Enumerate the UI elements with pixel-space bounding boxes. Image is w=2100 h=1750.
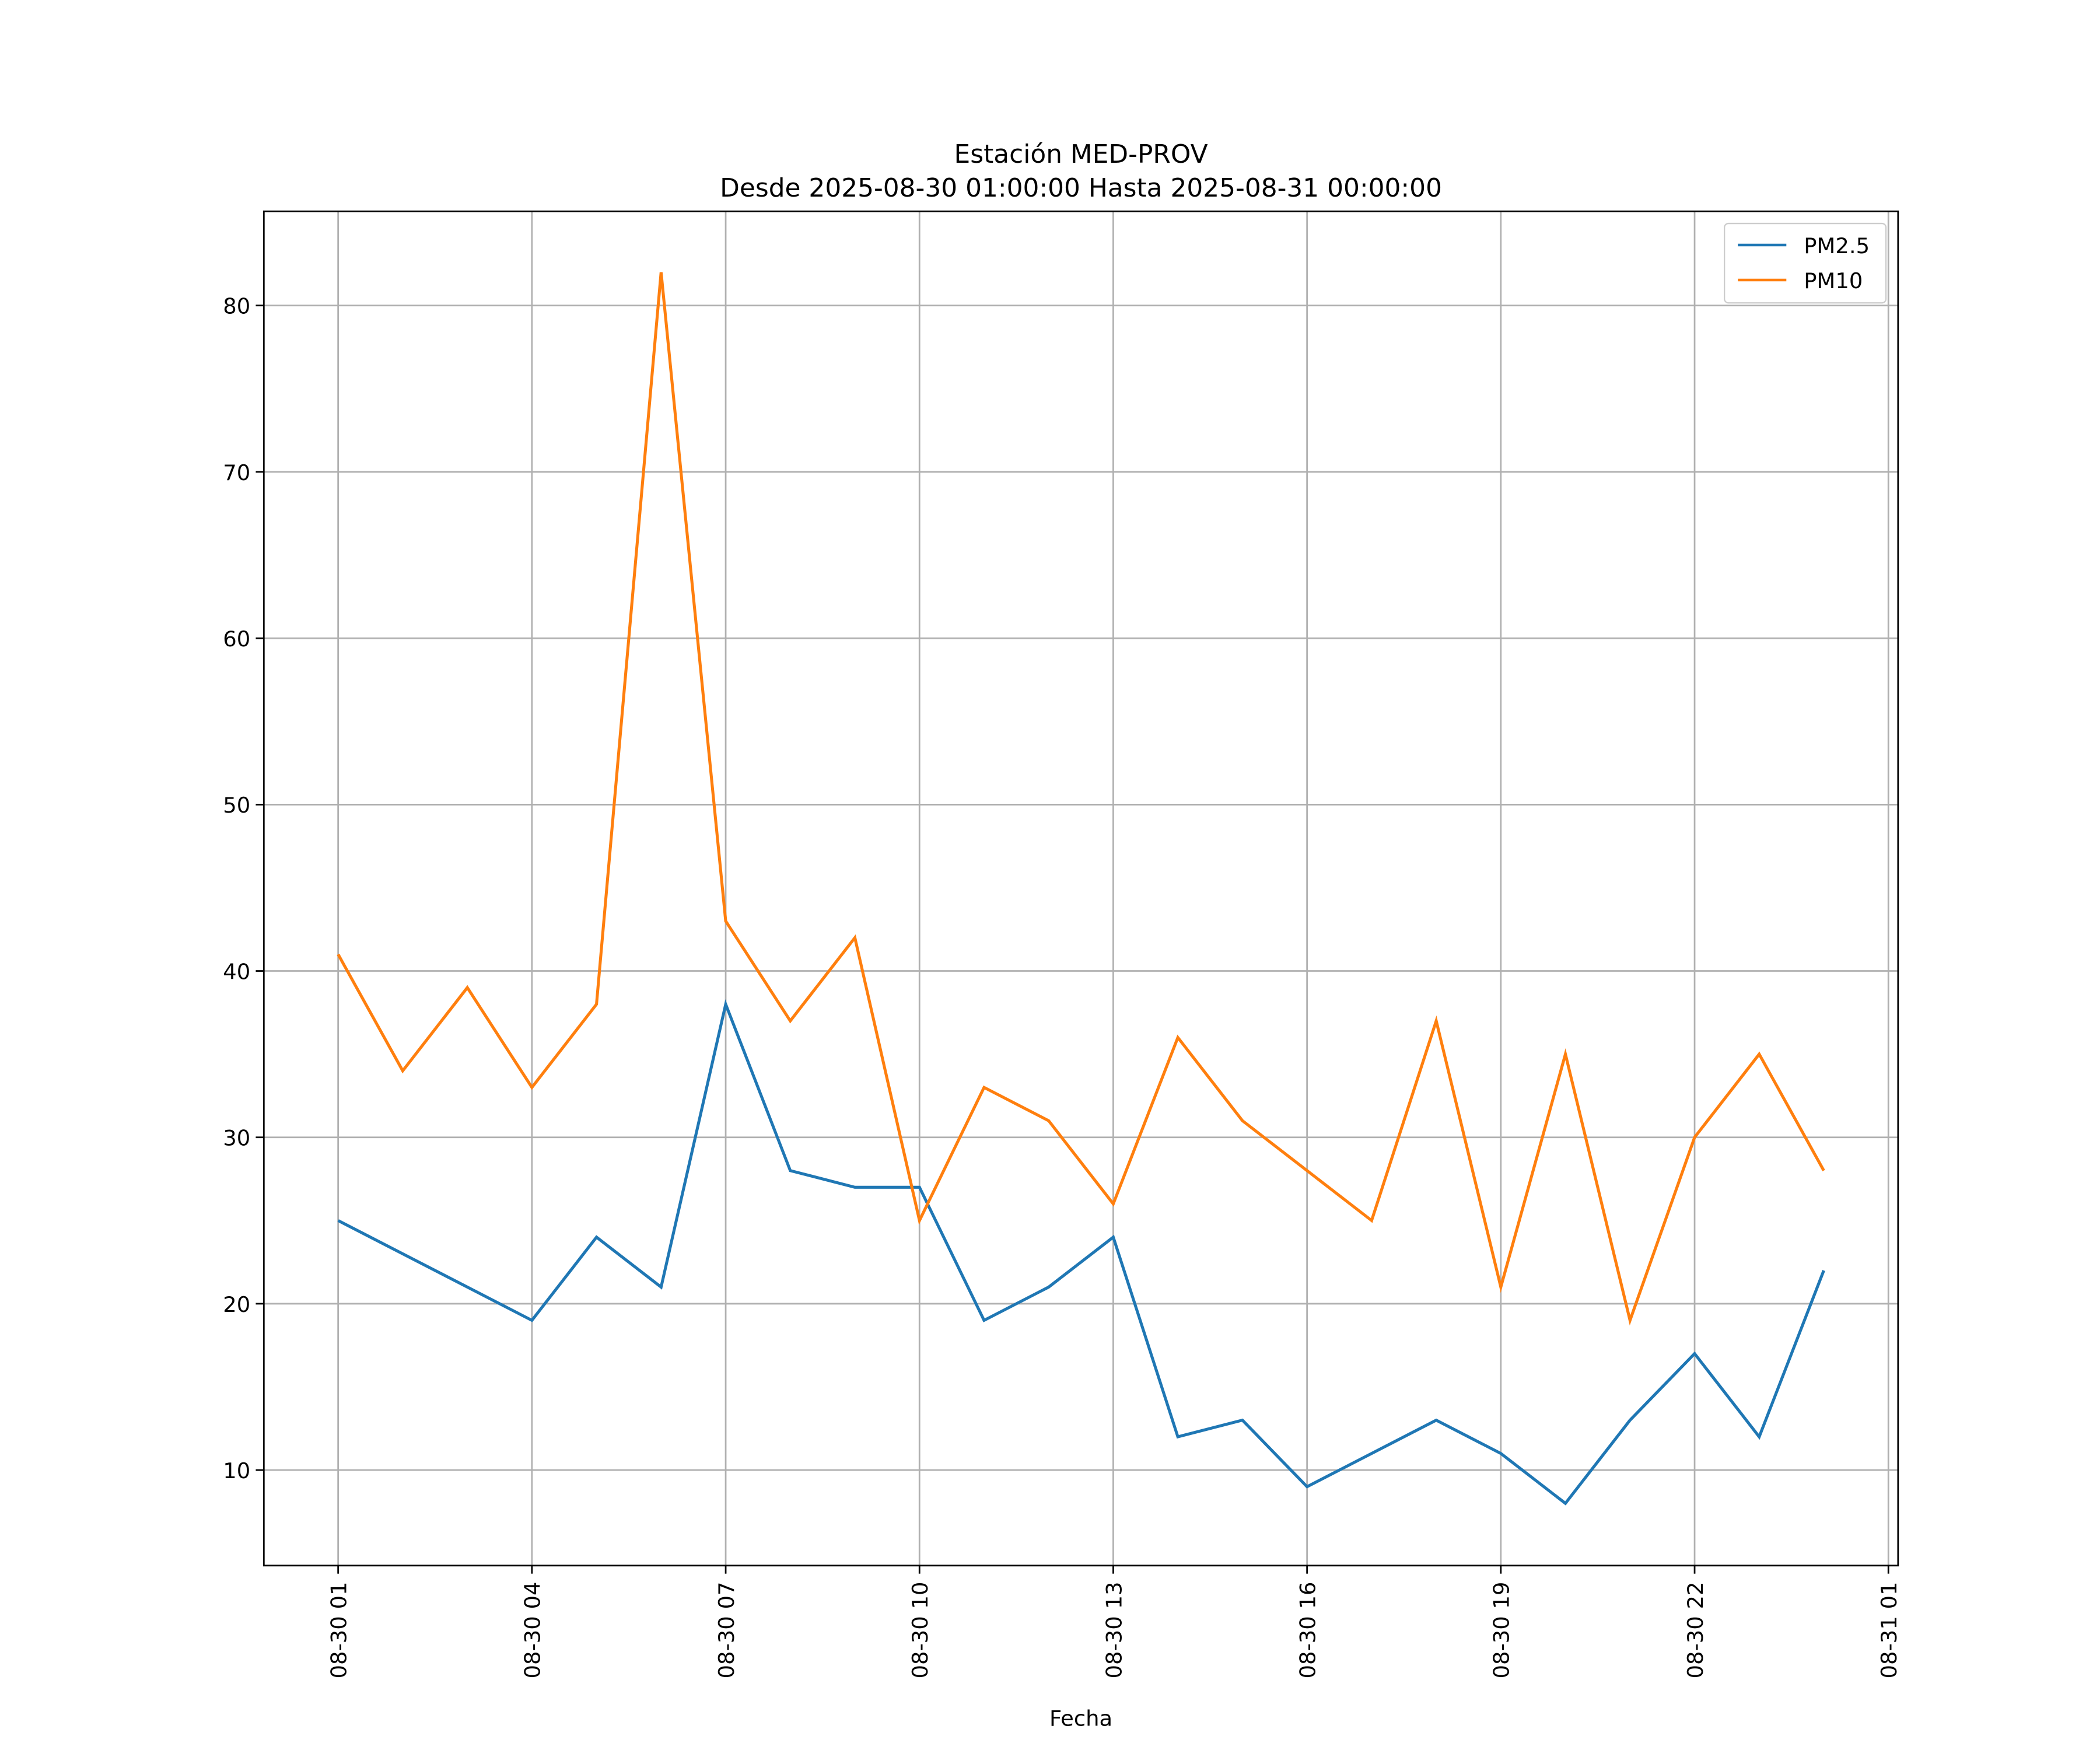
grid: [264, 211, 1898, 1566]
y-tick-label: 70: [223, 460, 250, 485]
x-axis-label: Fecha: [1049, 1706, 1112, 1731]
y-tick-label: 50: [223, 793, 250, 818]
series-group: [337, 272, 1825, 1506]
ticks: 08-30 01 08-30 04 08-30 07 08-30 10 08-30 13…: [223, 294, 1902, 1679]
x-tick-label: 08-30 13: [1101, 1582, 1126, 1679]
chart-subtitle: Desde 2025-08-30 01:00:00 Hasta 2025-08-…: [720, 173, 1442, 203]
x-tick-label: 08-30 07: [714, 1582, 739, 1679]
y-tick-label: 30: [223, 1126, 250, 1151]
series-line-pm10: [337, 272, 1825, 1326]
y-tick-label: 40: [223, 959, 250, 984]
x-tick-label: 08-30 19: [1489, 1582, 1514, 1679]
x-tick-label: 08-30 10: [908, 1582, 933, 1679]
series-line-pm25: [337, 999, 1825, 1506]
legend-box: [1723, 222, 1887, 304]
x-tick-label: 08-30 01: [326, 1582, 351, 1679]
x-tick-label: 08-31 01: [1877, 1582, 1902, 1679]
legend-label-pm10: PM10: [1804, 268, 1863, 293]
x-tick-label: 08-30 22: [1683, 1582, 1708, 1679]
x-tick-label: 08-30 16: [1295, 1582, 1320, 1679]
y-tick-label: 20: [223, 1292, 250, 1317]
y-tick-label: 80: [223, 294, 250, 319]
legend-label-pm25: PM2.5: [1804, 233, 1870, 258]
legend: PM2.5 PM10: [1723, 222, 1887, 304]
x-tick-label: 08-30 04: [520, 1582, 545, 1679]
y-tick-label: 60: [223, 626, 250, 652]
chart-title: Estación MED-PROV: [954, 139, 1208, 169]
plot-frame: [262, 210, 1899, 1567]
y-tick-label: 10: [223, 1458, 250, 1483]
